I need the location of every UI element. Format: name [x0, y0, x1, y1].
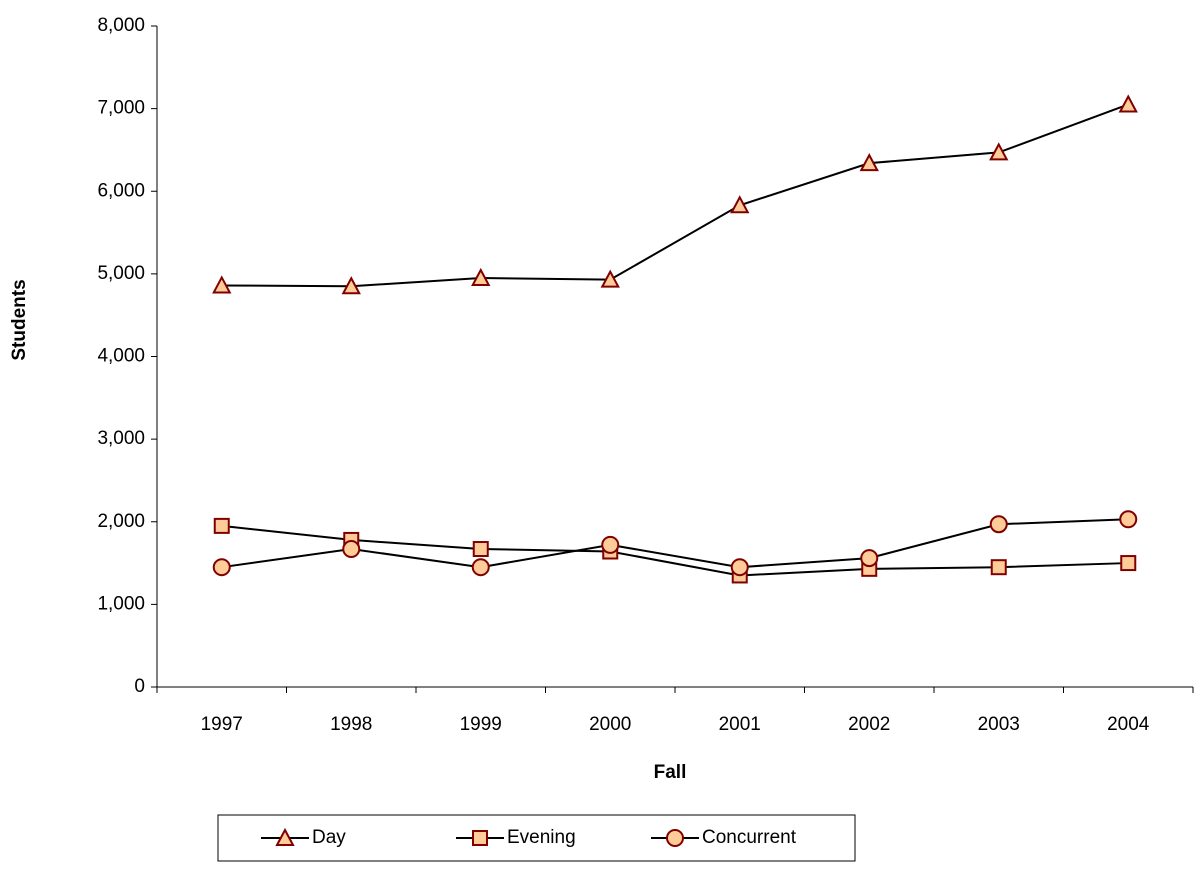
x-tick-label: 1997: [201, 714, 243, 735]
x-tick-label: 2003: [978, 714, 1020, 735]
series-line: [221, 518, 1129, 569]
data-point: [860, 549, 879, 568]
x-tick-label: 2000: [589, 714, 631, 735]
data-point: [989, 142, 1009, 161]
y-tick-label: 5,000: [97, 263, 145, 284]
data-point: [859, 153, 879, 172]
data-point: [212, 558, 231, 577]
y-tick-label: 1,000: [97, 593, 145, 614]
data-point: [342, 540, 361, 559]
y-tick-label: 2,000: [97, 511, 145, 532]
data-point: [1120, 555, 1137, 572]
x-axis-title: Fall: [654, 762, 687, 783]
data-point: [212, 275, 232, 294]
legend-label: Evening: [507, 827, 576, 848]
x-tick-label: 1998: [330, 714, 372, 735]
y-tick-label: 3,000: [97, 428, 145, 449]
legend-label: Day: [312, 827, 346, 848]
y-tick-label: 0: [134, 676, 145, 697]
legend-marker: [472, 830, 488, 846]
series-line: [221, 103, 1129, 288]
legend-label: Concurrent: [702, 827, 797, 848]
x-tick-label: 2002: [848, 714, 890, 735]
legend-marker: [666, 829, 684, 847]
data-point: [213, 517, 230, 534]
y-tick-label: 7,000: [97, 98, 145, 119]
data-point: [730, 195, 750, 214]
series-line: [221, 524, 1129, 577]
data-point: [471, 558, 490, 577]
x-tick-label: 2004: [1107, 714, 1150, 735]
data-point: [730, 558, 749, 577]
legend-box: [217, 814, 856, 862]
data-point: [1118, 94, 1138, 113]
data-point: [601, 535, 620, 554]
data-point: [600, 269, 620, 288]
x-tick-label: 1999: [460, 714, 502, 735]
legend-marker: [275, 827, 295, 846]
data-point: [989, 515, 1008, 534]
data-point: [990, 559, 1007, 576]
y-tick-label: 8,000: [97, 15, 145, 36]
y-tick-label: 4,000: [97, 346, 145, 367]
y-tick-label: 6,000: [97, 180, 145, 201]
data-point: [472, 541, 489, 558]
y-axis-title: Students: [9, 279, 30, 360]
data-point: [341, 276, 361, 295]
data-point: [471, 267, 491, 287]
data-point: [1119, 510, 1138, 529]
x-tick-label: 2001: [719, 714, 761, 735]
